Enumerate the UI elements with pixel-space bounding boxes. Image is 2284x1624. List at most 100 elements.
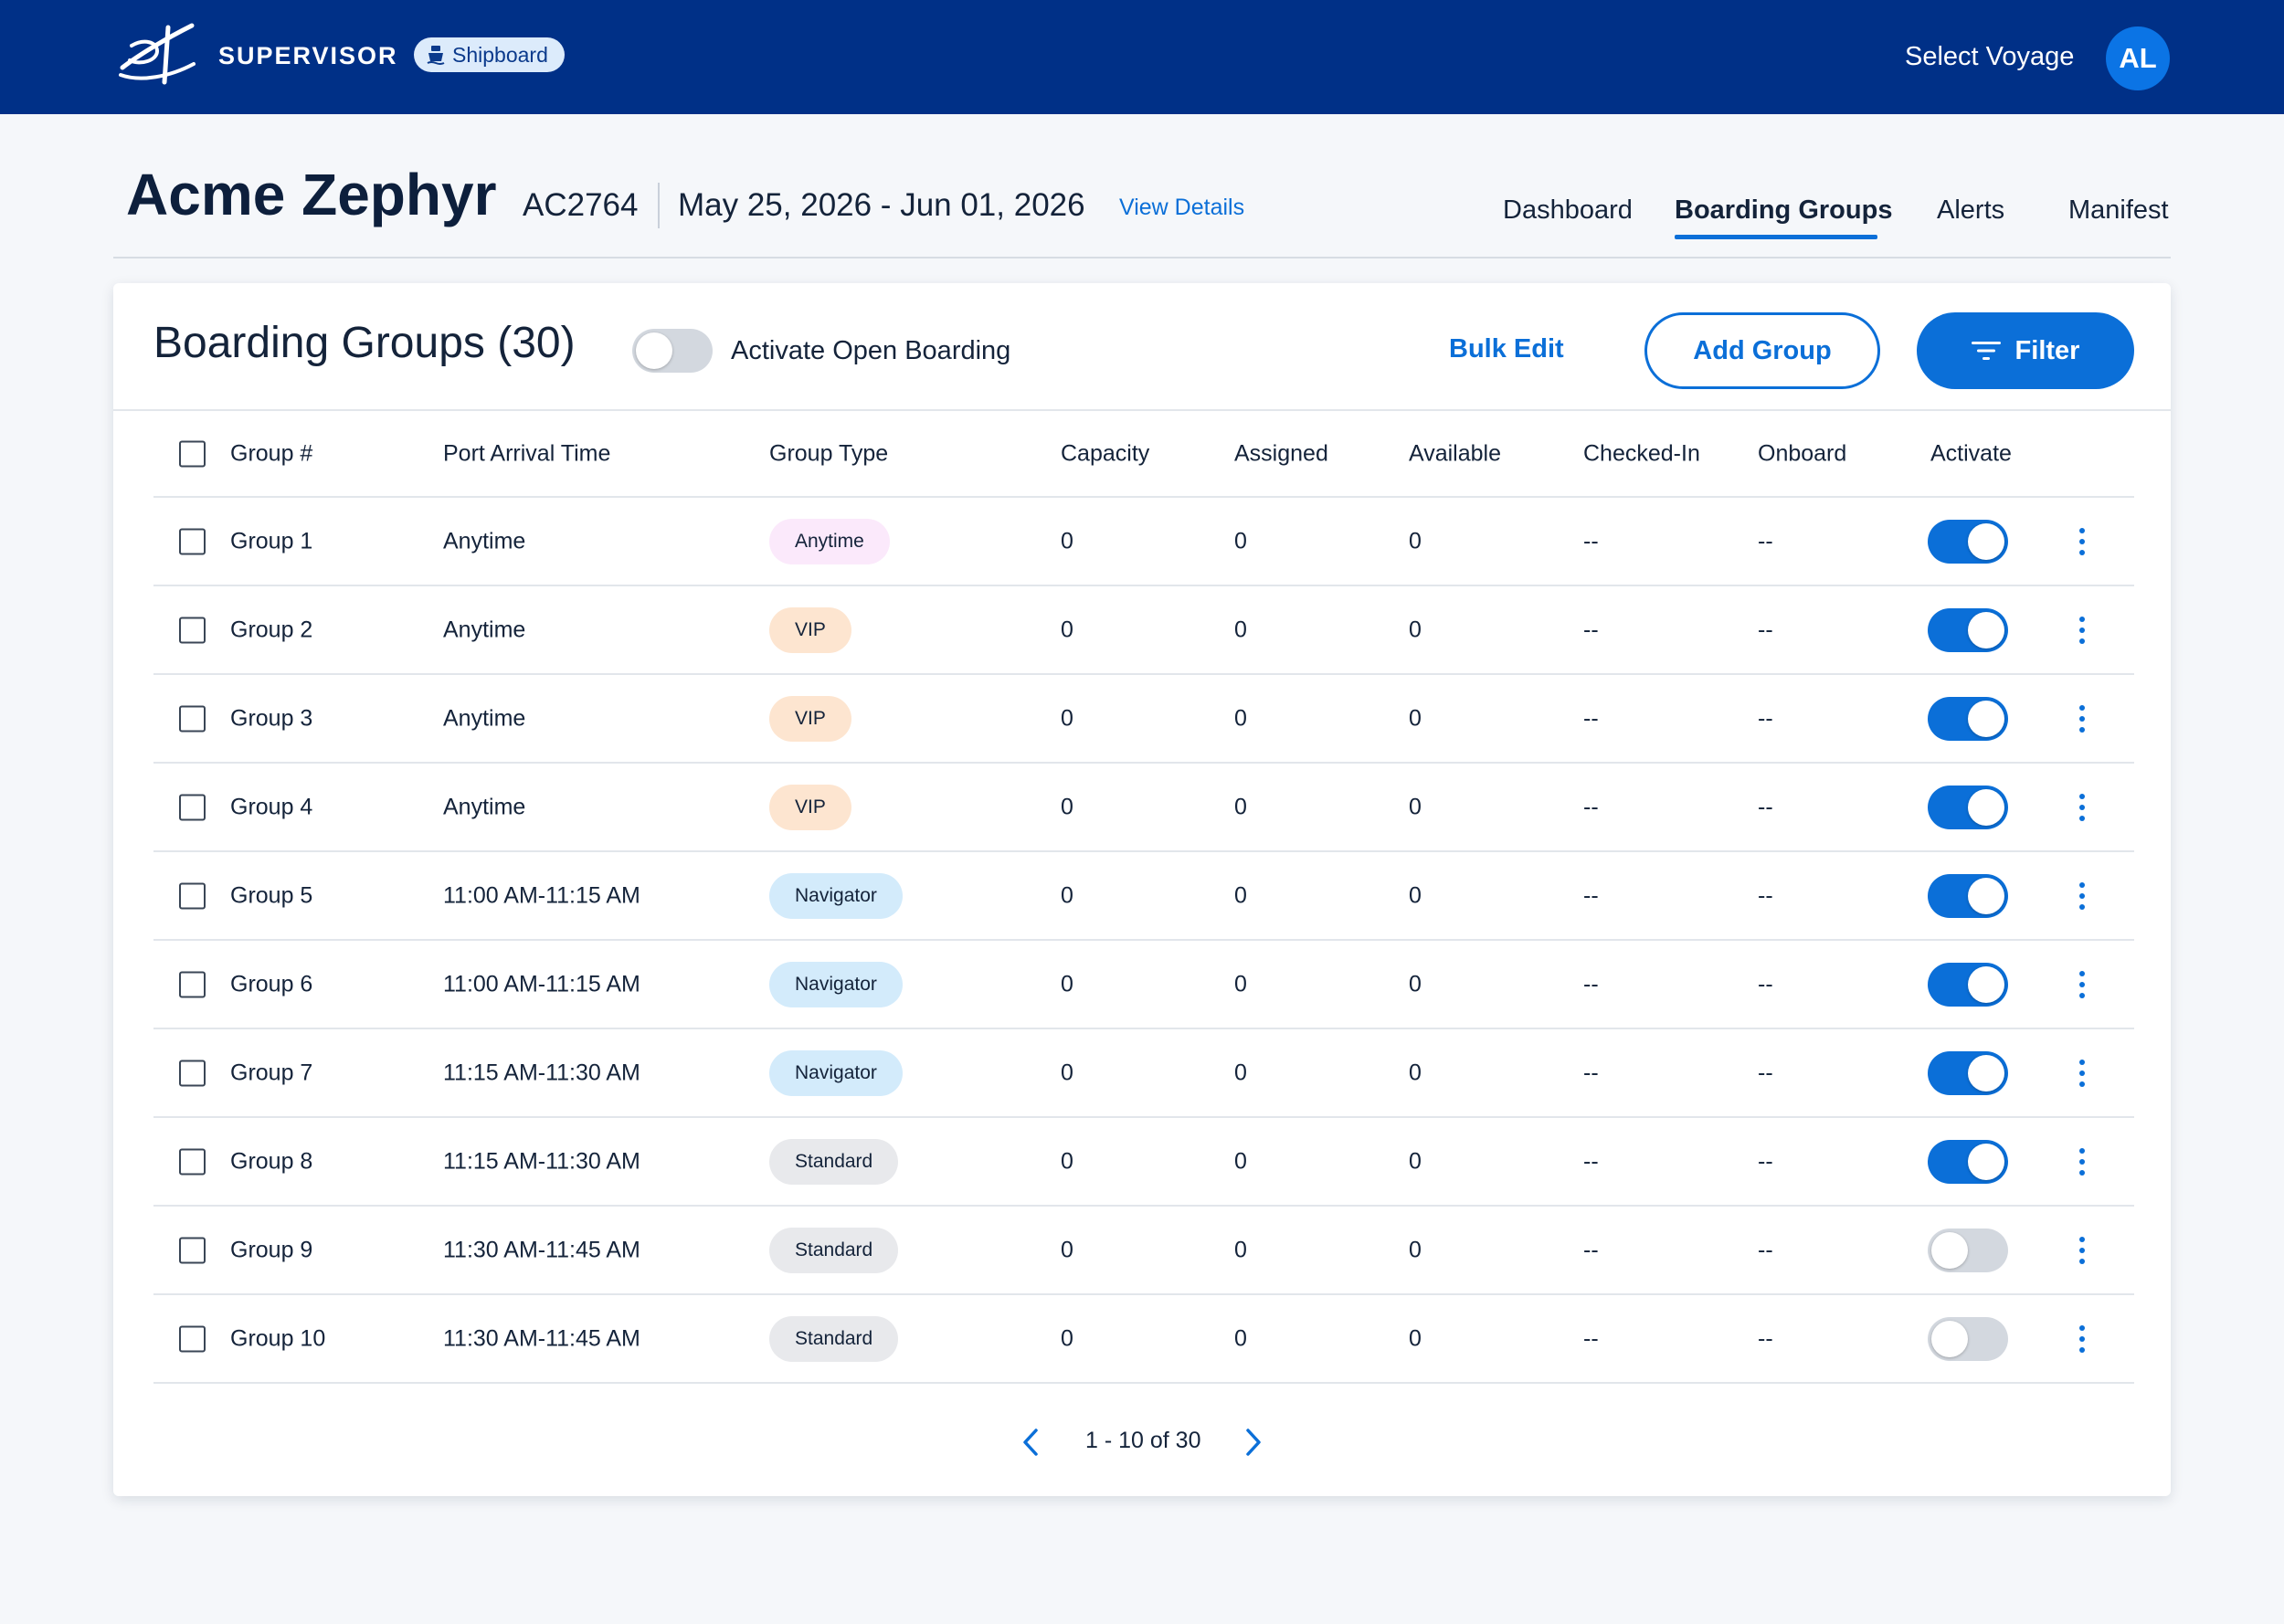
row-checkbox[interactable] [179, 1237, 206, 1263]
more-options-icon[interactable] [2073, 1059, 2091, 1088]
assigned-value: 0 [1234, 1237, 1247, 1262]
more-options-icon[interactable] [2073, 1147, 2091, 1176]
boarding-groups-table: Group # Port Arrival Time Group Type Cap… [153, 411, 2134, 1384]
more-options-icon[interactable] [2073, 527, 2091, 556]
row-checkbox[interactable] [179, 705, 206, 732]
column-header-activate[interactable]: Activate [1930, 440, 2012, 466]
more-options-icon[interactable] [2073, 793, 2091, 822]
tab-alerts[interactable]: Alerts [1937, 195, 2005, 225]
activate-toggle[interactable] [1928, 1050, 2008, 1095]
filter-icon [1971, 342, 2001, 360]
arrival-time: 11:15 AM-11:30 AM [443, 1060, 640, 1085]
column-header-assigned[interactable]: Assigned [1234, 440, 1328, 466]
ship-icon [427, 46, 445, 65]
checked-in-value: -- [1583, 794, 1599, 819]
group-name: Group 4 [230, 794, 313, 819]
open-boarding-toggle[interactable] [632, 329, 713, 373]
table-row: Group 1 Anytime 0 0 0 -- -- Anytime [153, 498, 2134, 586]
table-row: Group 10 11:30 AM-11:45 AM 0 0 0 -- -- Standard [153, 1295, 2134, 1384]
available-value: 0 [1409, 1325, 1422, 1351]
group-type-badge: Standard [769, 1138, 899, 1185]
row-checkbox[interactable] [179, 617, 206, 643]
card-divider [113, 409, 2171, 411]
row-checkbox[interactable] [179, 971, 206, 997]
capacity-value: 0 [1061, 705, 1073, 731]
row-checkbox[interactable] [179, 882, 206, 909]
column-header-arrival[interactable]: Port Arrival Time [443, 440, 611, 466]
group-name: Group 1 [230, 528, 313, 554]
activate-toggle[interactable] [1928, 1228, 2008, 1272]
more-options-icon[interactable] [2073, 1236, 2091, 1265]
user-avatar[interactable]: AL [2106, 26, 2170, 90]
table-row: Group 7 11:15 AM-11:30 AM 0 0 0 -- -- Navigator [153, 1029, 2134, 1118]
more-options-icon[interactable] [2073, 970, 2091, 999]
activate-toggle[interactable] [1928, 1139, 2008, 1184]
previous-page-icon[interactable] [1020, 1427, 1042, 1458]
column-header-group[interactable]: Group # [230, 440, 313, 466]
next-page-icon[interactable] [1242, 1427, 1264, 1458]
bulk-edit-button[interactable]: Bulk Edit [1449, 334, 1564, 364]
kebab-dot [2079, 1258, 2085, 1264]
arrival-time: 11:30 AM-11:45 AM [443, 1325, 640, 1351]
capacity-value: 0 [1061, 1325, 1073, 1351]
onboard-value: -- [1758, 1325, 1773, 1351]
onboard-value: -- [1758, 705, 1773, 731]
select-voyage-link[interactable]: Select Voyage [1905, 42, 2075, 71]
kebab-dot [2079, 1169, 2085, 1176]
activate-toggle[interactable] [1928, 873, 2008, 918]
row-checkbox[interactable] [179, 1148, 206, 1175]
toggle-knob [636, 332, 672, 369]
add-group-button[interactable]: Add Group [1644, 312, 1880, 389]
kebab-dot [2079, 992, 2085, 998]
row-checkbox[interactable] [179, 794, 206, 820]
assigned-value: 0 [1234, 705, 1247, 731]
onboard-value: -- [1758, 1060, 1773, 1085]
toggle-knob [1931, 1231, 1968, 1269]
select-all-checkbox[interactable] [179, 440, 206, 467]
column-header-type[interactable]: Group Type [769, 440, 889, 466]
column-header-onboard[interactable]: Onboard [1758, 440, 1847, 466]
group-name: Group 8 [230, 1148, 313, 1174]
row-checkbox[interactable] [179, 1325, 206, 1352]
table-row: Group 2 Anytime 0 0 0 -- -- VIP [153, 586, 2134, 675]
more-options-icon[interactable] [2073, 704, 2091, 733]
toggle-knob [1968, 877, 2004, 914]
tab-dashboard[interactable]: Dashboard [1503, 195, 1633, 225]
group-name: Group 9 [230, 1237, 313, 1262]
checked-in-value: -- [1583, 617, 1599, 642]
kebab-dot [2079, 1236, 2085, 1242]
activate-toggle[interactable] [1928, 696, 2008, 741]
tab-boarding-groups[interactable]: Boarding Groups [1675, 195, 1893, 225]
capacity-value: 0 [1061, 1237, 1073, 1262]
column-header-capacity[interactable]: Capacity [1061, 440, 1150, 466]
view-details-link[interactable]: View Details [1119, 195, 1245, 220]
filter-button[interactable]: Filter [1917, 312, 2134, 389]
activate-toggle[interactable] [1928, 1316, 2008, 1361]
activate-toggle[interactable] [1928, 519, 2008, 564]
kebab-dot [2079, 970, 2085, 976]
column-header-checked-in[interactable]: Checked-In [1583, 440, 1700, 466]
row-checkbox[interactable] [179, 528, 206, 554]
capacity-value: 0 [1061, 528, 1073, 554]
more-options-icon[interactable] [2073, 1324, 2091, 1354]
more-options-icon[interactable] [2073, 881, 2091, 911]
logo-icon[interactable] [113, 18, 196, 88]
checked-in-value: -- [1583, 882, 1599, 908]
tab-manifest[interactable]: Manifest [2068, 195, 2169, 225]
row-checkbox[interactable] [179, 1060, 206, 1086]
group-type-badge: Navigator [769, 1049, 903, 1096]
kebab-dot [2079, 903, 2085, 910]
activate-toggle[interactable] [1928, 962, 2008, 1007]
activate-toggle[interactable] [1928, 785, 2008, 829]
group-type-badge: Navigator [769, 872, 903, 919]
checked-in-value: -- [1583, 1060, 1599, 1085]
activate-toggle[interactable] [1928, 607, 2008, 652]
capacity-value: 0 [1061, 794, 1073, 819]
kebab-dot [2079, 1346, 2085, 1353]
kebab-dot [2079, 815, 2085, 821]
more-options-icon[interactable] [2073, 616, 2091, 645]
assigned-value: 0 [1234, 794, 1247, 819]
checked-in-value: -- [1583, 705, 1599, 731]
top-bar: SUPERVISOR Shipboard Select Voyage AL [0, 0, 2284, 114]
column-header-available[interactable]: Available [1409, 440, 1502, 466]
